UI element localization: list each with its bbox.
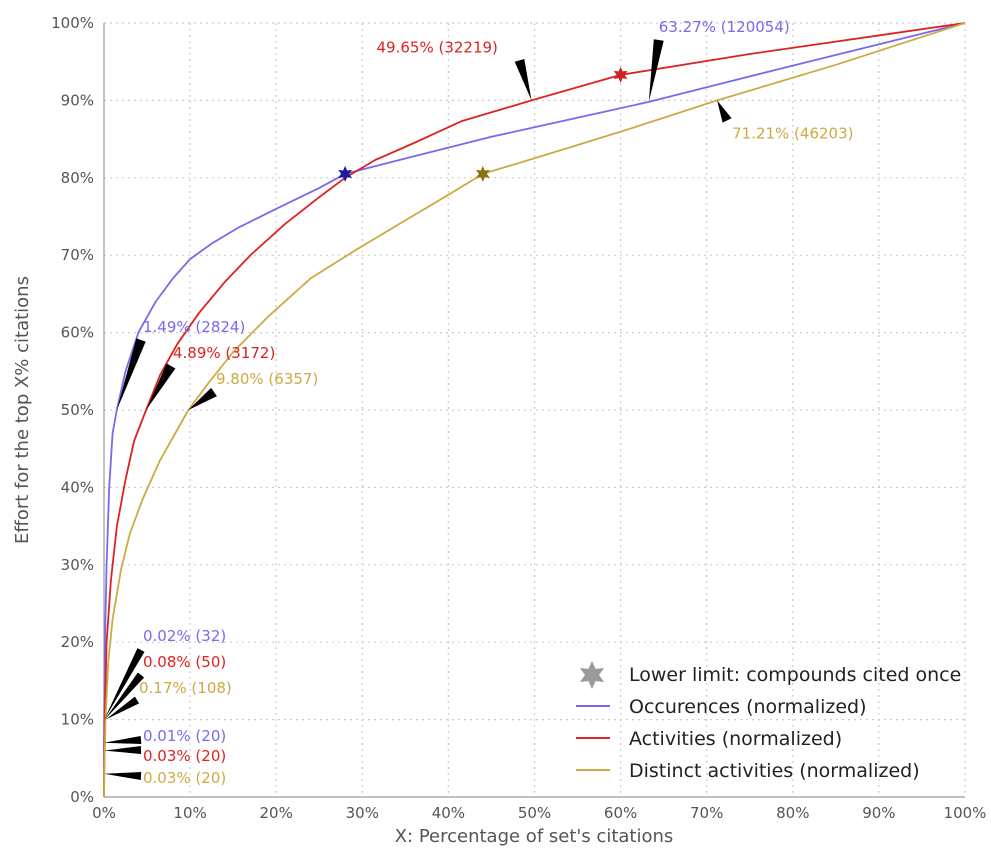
annotation-label: 0.01% (20) — [143, 727, 226, 745]
annotation-pointer — [717, 100, 732, 123]
annotation-pointer — [105, 696, 140, 720]
annotation-pointer — [104, 736, 142, 744]
legend-star-marker-icon — [579, 661, 605, 689]
tick-labels: 0% 10% 20% 30% 40% 50% 60% 70% 80% 90% 100% 0% 10% 20… — [51, 14, 986, 822]
lower-limit-markers — [338, 66, 628, 182]
x-tick-label: 70% — [690, 804, 723, 822]
y-tick-label: 0% — [70, 788, 94, 806]
y-tick-label: 80% — [61, 169, 94, 187]
x-tick-label: 20% — [260, 804, 293, 822]
x-tick-label: 10% — [173, 804, 206, 822]
x-tick-label: 50% — [518, 804, 551, 822]
annotation-pointer — [104, 648, 145, 720]
legend-label-2: Distinct activities (normalized) — [629, 760, 920, 782]
annotations: 63.27% (120054) 49.65% (32219) 71.21% (462… — [104, 18, 853, 787]
legend-label-1: Activities (normalized) — [629, 728, 842, 750]
legend-series-entries: Occurences (normalized) Activities (norma… — [576, 696, 920, 782]
annotation-pointer — [116, 338, 146, 410]
y-tick-label: 20% — [61, 633, 94, 651]
x-tick-label: 30% — [346, 804, 379, 822]
y-tick-label: 100% — [51, 14, 94, 32]
x-tick-label: 40% — [432, 804, 465, 822]
y-tick-label: 30% — [61, 556, 94, 574]
annotation-label: 9.80% (6357) — [216, 370, 318, 388]
series-lines — [103, 22, 966, 798]
y-tick-label: 10% — [61, 711, 94, 729]
x-tick-label: 0% — [92, 804, 116, 822]
series-line-2 — [103, 22, 966, 798]
x-tick-label: 90% — [862, 804, 895, 822]
annotation-label: 0.03% (20) — [143, 769, 226, 787]
lower-limit-star-1 — [613, 66, 628, 83]
annotation-label: 0.17% (108) — [139, 679, 232, 697]
annotation-label: 4.89% (3172) — [173, 344, 275, 362]
y-tick-label: 40% — [61, 478, 94, 496]
legend: Lower limit: compounds cited once Occure… — [576, 661, 961, 782]
x-tick-label: 100% — [944, 804, 987, 822]
lower-limit-star-0 — [338, 165, 352, 182]
x-tick-label: 80% — [776, 804, 809, 822]
annotation-label: 63.27% (120054) — [659, 18, 790, 36]
series-line-0 — [103, 22, 966, 798]
lower-limit-star-2 — [475, 165, 490, 182]
y-tick-label: 70% — [61, 246, 94, 264]
annotation-pointer — [104, 672, 145, 720]
annotation-pointer — [104, 746, 142, 754]
y-axis-label: Effort for the top X% citations — [12, 276, 33, 544]
legend-label-0: Occurences (normalized) — [629, 696, 867, 718]
annotation-label: 0.08% (50) — [143, 653, 226, 671]
legend-marker-label: Lower limit: compounds cited once — [629, 664, 961, 686]
annotation-pointer — [188, 387, 217, 410]
annotation-label: 49.65% (32219) — [377, 38, 498, 56]
x-axis-label: X: Percentage of set's citations — [395, 826, 674, 847]
y-tick-label: 60% — [61, 324, 94, 342]
annotation-label: 1.49% (2824) — [143, 318, 245, 336]
x-tick-label: 60% — [604, 804, 637, 822]
annotation-label: 0.02% (32) — [143, 627, 226, 645]
y-tick-label: 50% — [61, 401, 94, 419]
annotation-label: 0.03% (20) — [143, 747, 226, 765]
y-tick-label: 90% — [61, 91, 94, 109]
annotation-pointer — [514, 59, 532, 101]
annotation-label: 71.21% (46203) — [732, 124, 853, 142]
series-line-1 — [103, 22, 966, 798]
annotation-pointer — [648, 39, 664, 102]
annotation-pointer — [146, 363, 176, 410]
annotation-pointer — [104, 772, 142, 780]
